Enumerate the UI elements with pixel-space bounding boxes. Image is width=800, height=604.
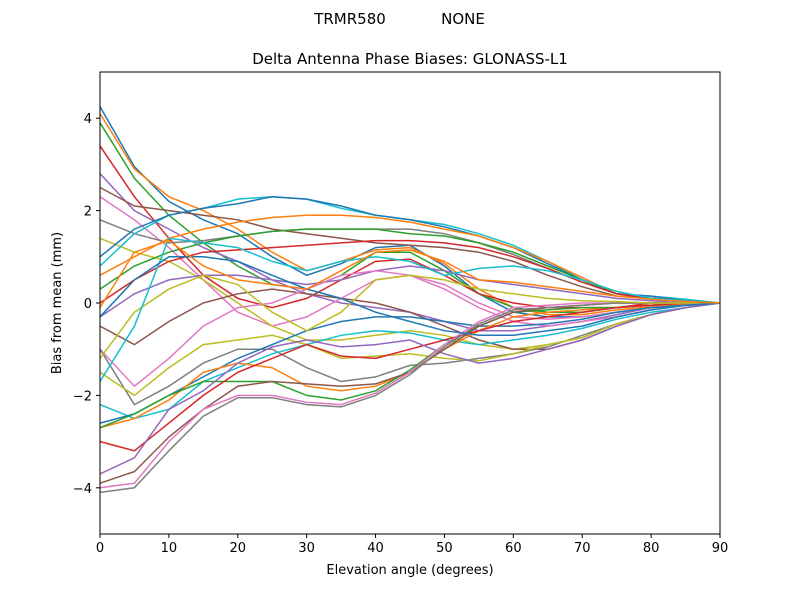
y-tick-label: 2 <box>84 205 92 220</box>
x-tick-label: 0 <box>96 541 104 556</box>
series-line-3 <box>99 122 720 313</box>
series-line-1 <box>99 106 721 318</box>
series-line-2 <box>99 113 721 316</box>
series-line-29 <box>99 274 720 359</box>
series-line-30 <box>99 237 721 382</box>
y-axis-ticks: −4 −2 0 2 4 <box>73 112 100 497</box>
x-tick-label: 60 <box>505 541 522 556</box>
x-axis-label: Elevation angle (degrees) <box>326 563 493 578</box>
x-tick-label: 50 <box>436 541 453 556</box>
suptitle-right: NONE <box>441 10 485 28</box>
series-lines <box>99 106 721 494</box>
series-line-17 <box>99 269 721 388</box>
x-axis-ticks: 0 10 20 30 40 50 60 70 80 90 <box>96 534 728 556</box>
suptitle-left: TRMR580 <box>313 10 386 28</box>
y-tick-label: 0 <box>84 297 92 312</box>
series-line-19 <box>99 302 721 397</box>
x-tick-label: 90 <box>712 541 729 556</box>
x-tick-label: 40 <box>367 541 384 556</box>
series-line-14 <box>99 239 721 304</box>
series-line-25 <box>99 302 721 475</box>
x-tick-label: 70 <box>574 541 591 556</box>
x-tick-label: 80 <box>643 541 660 556</box>
chart-title: Delta Antenna Phase Biases: GLONASS-L1 <box>252 50 568 68</box>
x-tick-label: 30 <box>298 541 315 556</box>
series-line-21 <box>99 302 721 424</box>
plot-frame <box>99 71 721 535</box>
series-line-31 <box>99 256 721 337</box>
y-tick-label: 4 <box>84 112 92 127</box>
x-tick-label: 20 <box>230 541 247 556</box>
series-line-24 <box>99 302 720 452</box>
y-tick-label: −4 <box>73 482 92 497</box>
series-line-28 <box>99 302 720 494</box>
series-line-4 <box>99 145 720 309</box>
series-line-32 <box>99 239 721 308</box>
y-tick-label: −2 <box>73 389 92 404</box>
x-tick-label: 10 <box>161 541 178 556</box>
y-axis-label: Bias from mean (mm) <box>50 232 65 374</box>
